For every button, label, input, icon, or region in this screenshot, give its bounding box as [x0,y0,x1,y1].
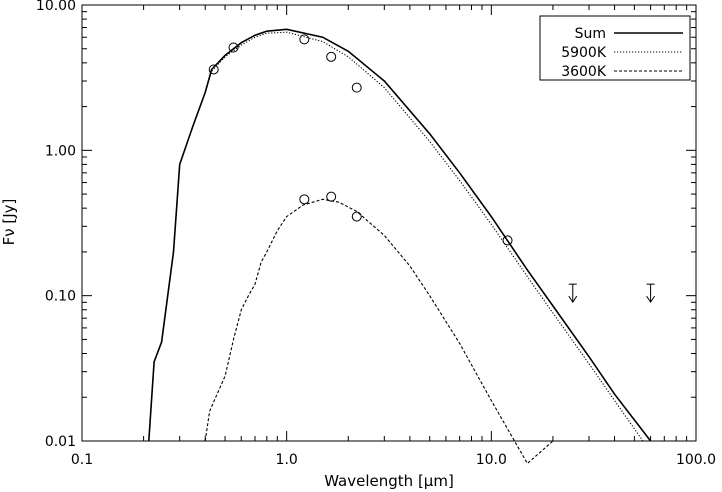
legend: Sum 5900K 3600K [539,15,691,81]
series-layer [148,28,652,465]
observation-point [351,211,362,222]
x-tick-label: 1.0 [276,452,298,468]
x-tick-label: 10.0 [476,452,507,468]
observations-layer [208,34,656,304]
upper-limit-arrow [646,295,656,304]
y-tick-label: 0.10 [45,289,76,305]
observation-point [208,64,219,75]
observation-point [351,82,362,93]
legend-label: Sum [575,26,606,42]
observation-point [326,191,337,202]
legend-box [539,15,691,81]
observation-point [502,235,513,246]
plot-frame [81,4,697,442]
observation-point [299,194,310,205]
observation-point [228,42,239,53]
legend-label: 5900K [561,45,607,61]
series-line-5900k [148,31,644,442]
x-tick-label: 0.1 [71,452,93,468]
series-line-3600k [204,198,554,465]
x-tick-label: 100.0 [676,452,716,468]
upper-limit-arrow [568,295,578,304]
legend-label: 3600K [561,64,607,80]
y-tick-label: 1.00 [45,143,76,159]
y-tick-label: 10.00 [36,0,76,14]
y-tick-label: 0.01 [45,434,76,450]
observation-point [326,51,337,62]
x-axis-label: Wavelength [μm] [324,472,454,490]
axis-ticks: 0.1 1.0 10.0 100.0 0.01 0.10 1.00 10.00 [36,0,716,468]
observation-point [299,34,310,45]
y-axis-label: Fν [Jy] [0,199,18,246]
